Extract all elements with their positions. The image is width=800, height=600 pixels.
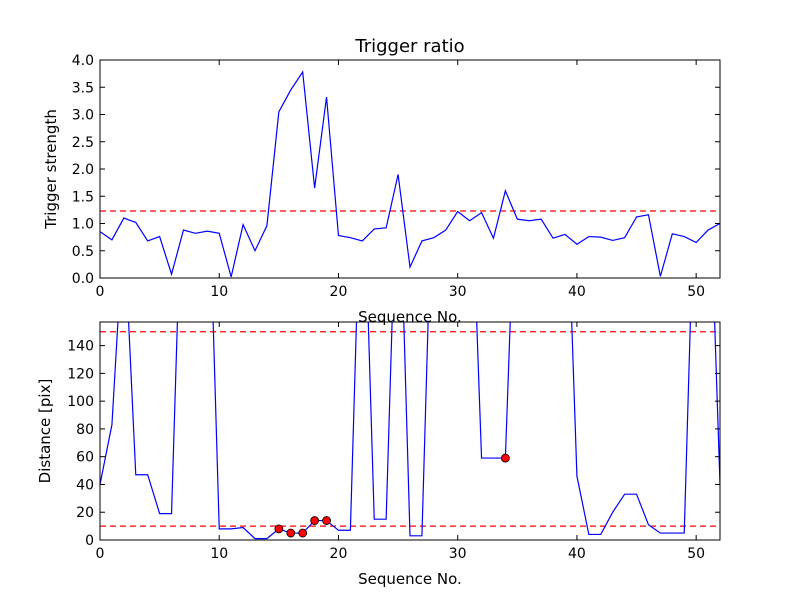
y-tick-label: 60 <box>76 450 94 466</box>
axes-frame <box>99 59 721 279</box>
data-point-marker <box>274 524 284 534</box>
y-tick-label: 3.0 <box>72 108 94 124</box>
axes-frame <box>99 321 721 541</box>
y-tick-label: 2.5 <box>72 135 94 151</box>
y-tick-label: 1.5 <box>72 189 94 205</box>
y-tick-label: 0.0 <box>72 271 94 287</box>
y-tick-label: 1.0 <box>72 217 94 233</box>
x-tick-label: 40 <box>568 546 586 562</box>
y-tick-label: 4.0 <box>72 53 94 69</box>
y-tick-label: 120 <box>67 366 94 382</box>
data-point-marker <box>286 528 296 538</box>
chart-distance: Sequence No. Distance [pix] 0 10 20 30 40 50 0… <box>36 321 721 588</box>
y-tick-label: 40 <box>76 477 94 493</box>
x-tick-label: 20 <box>330 284 348 300</box>
y-tick-label: 100 <box>67 394 94 410</box>
x-tick-label: 40 <box>568 284 586 300</box>
y-tick-label: 0.5 <box>72 244 94 260</box>
x-tick-label: 0 <box>96 546 105 562</box>
x-axis-label: Sequence No. <box>358 570 462 588</box>
x-tick-label: 30 <box>449 284 467 300</box>
plot-area <box>100 322 720 540</box>
x-tick-label: 10 <box>210 284 228 300</box>
chart-title: Trigger ratio <box>354 36 464 57</box>
x-tick-label: 0 <box>96 284 105 300</box>
x-tick-label: 50 <box>687 546 705 562</box>
x-tick-label: 50 <box>687 284 705 300</box>
y-axis-label: Distance [pix] <box>36 379 54 484</box>
y-tick-label: 0 <box>85 533 94 549</box>
x-tick-label: 30 <box>449 546 467 562</box>
data-point-marker <box>310 516 320 525</box>
y-tick-label: 20 <box>76 505 94 521</box>
x-tick-label: 20 <box>330 546 348 562</box>
data-point-marker <box>298 528 308 538</box>
plot-area <box>100 70 720 278</box>
chart-trigger-ratio: Trigger ratio Sequence No. Trigger stren… <box>42 36 721 326</box>
data-point-marker <box>322 516 331 525</box>
y-tick-label: 3.5 <box>72 80 94 96</box>
y-tick-label: 80 <box>76 422 94 438</box>
y-tick-label: 140 <box>67 339 94 355</box>
data-point-marker <box>500 453 510 463</box>
series-line-0 <box>100 322 720 540</box>
y-axis-label: Trigger strength <box>42 109 60 230</box>
x-axis-label: Sequence No. <box>358 308 462 326</box>
x-tick-label: 10 <box>210 546 228 562</box>
series-line-0 <box>100 70 720 278</box>
y-tick-label: 2.0 <box>72 162 94 178</box>
